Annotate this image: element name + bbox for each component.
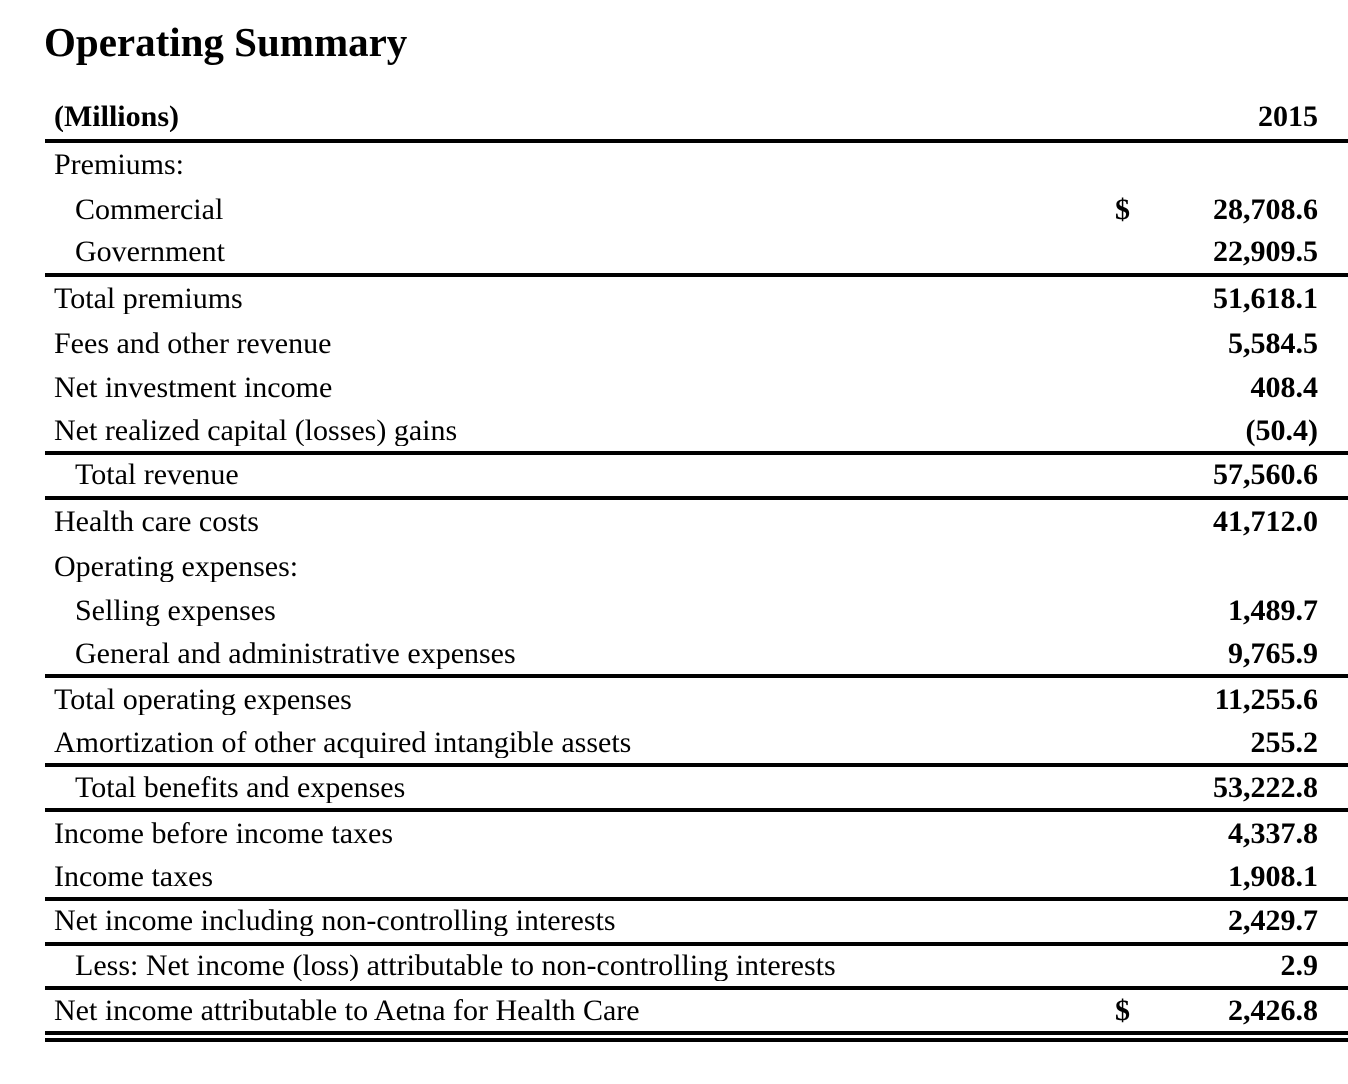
row-value: 51,618.1 bbox=[1213, 282, 1318, 316]
table-row: Operating expenses: bbox=[45, 544, 1348, 589]
row-label: Total operating expenses bbox=[54, 685, 352, 716]
row-label: Health care costs bbox=[54, 507, 259, 538]
table-row: Net realized capital (losses) gains (50.… bbox=[45, 411, 1348, 456]
table-row: Amortization of other acquired intangibl… bbox=[45, 723, 1348, 768]
row-value: 11,255.6 bbox=[1214, 683, 1318, 717]
row-label: Income taxes bbox=[54, 861, 214, 892]
table-header-row: (Millions) 2015 bbox=[45, 93, 1348, 143]
row-label: Total premiums bbox=[54, 284, 243, 315]
table-row: Income before income taxes 4,337.8 bbox=[45, 812, 1348, 857]
row-label: Selling expenses bbox=[75, 596, 276, 627]
row-label: Income before income taxes bbox=[54, 819, 394, 850]
row-value: 4,337.8 bbox=[1228, 817, 1318, 851]
row-label: Less: Net income (loss) attributable to … bbox=[75, 950, 836, 981]
table-row: Selling expenses 1,489.7 bbox=[45, 589, 1348, 634]
table-row: Premiums: bbox=[45, 143, 1348, 188]
units-label: (Millions) bbox=[54, 102, 179, 132]
row-value: (50.4) bbox=[1245, 413, 1318, 447]
row-label: Operating expenses: bbox=[54, 551, 299, 582]
operating-summary-table: (Millions) 2015 Premiums: Commercial $ 2… bbox=[45, 93, 1348, 1042]
row-label: Fees and other revenue bbox=[54, 328, 332, 359]
row-label: Net realized capital (losses) gains bbox=[54, 415, 458, 446]
dollar-sign: $ bbox=[1115, 192, 1130, 226]
row-label: Net income including non-controlling int… bbox=[54, 906, 616, 937]
table-row: Total benefits and expenses 53,222.8 bbox=[45, 767, 1348, 812]
row-value: 408.4 bbox=[1250, 371, 1319, 405]
row-value: 2,429.7 bbox=[1228, 904, 1318, 938]
table-row: Total revenue 57,560.6 bbox=[45, 455, 1348, 500]
table-row: Income taxes 1,908.1 bbox=[45, 857, 1348, 902]
page-title: Operating Summary bbox=[44, 19, 408, 65]
table-row: Net investment income 408.4 bbox=[45, 366, 1348, 411]
table-row: Net income attributable to Aetna for Hea… bbox=[45, 990, 1348, 1035]
row-value: 5,584.5 bbox=[1228, 326, 1318, 360]
row-label: Total revenue bbox=[75, 460, 239, 491]
row-value: 2.9 bbox=[1280, 948, 1319, 982]
table-row: Total operating expenses 11,255.6 bbox=[45, 678, 1348, 723]
row-label: Government bbox=[75, 237, 225, 268]
table-row: Net income including non-controlling int… bbox=[45, 901, 1348, 946]
table-row: General and administrative expenses 9,76… bbox=[45, 634, 1348, 679]
double-rule bbox=[45, 1035, 1348, 1042]
row-label: Amortization of other acquired intangibl… bbox=[54, 728, 632, 759]
row-value: 2,426.8 bbox=[1228, 993, 1318, 1027]
table-row: Less: Net income (loss) attributable to … bbox=[45, 946, 1348, 991]
row-value: 9,765.9 bbox=[1228, 636, 1318, 670]
table-row: Government 22,909.5 bbox=[45, 232, 1348, 277]
table-body: Premiums: Commercial $ 28,708.6 Governme… bbox=[45, 143, 1348, 1042]
year-column-header: 2015 bbox=[1258, 100, 1318, 133]
row-value: 57,560.6 bbox=[1213, 458, 1318, 492]
row-value: 255.2 bbox=[1250, 726, 1319, 760]
table-row: Health care costs 41,712.0 bbox=[45, 500, 1348, 545]
table-row: Commercial $ 28,708.6 bbox=[45, 188, 1348, 233]
table-row: Fees and other revenue 5,584.5 bbox=[45, 321, 1348, 366]
row-value: 1,908.1 bbox=[1228, 859, 1318, 893]
row-value: 53,222.8 bbox=[1213, 770, 1318, 804]
row-label: Commercial bbox=[75, 194, 224, 225]
row-label: General and administrative expenses bbox=[75, 638, 516, 669]
row-value: 41,712.0 bbox=[1213, 505, 1318, 539]
table-row: Total premiums 51,618.1 bbox=[45, 277, 1348, 322]
row-value: 1,489.7 bbox=[1228, 594, 1318, 628]
row-label: Total benefits and expenses bbox=[75, 772, 406, 803]
row-value: 22,909.5 bbox=[1213, 235, 1318, 269]
row-label: Net income attributable to Aetna for Hea… bbox=[54, 995, 640, 1026]
dollar-sign: $ bbox=[1115, 993, 1130, 1027]
row-label: Premiums: bbox=[54, 150, 185, 181]
row-value: 28,708.6 bbox=[1213, 192, 1318, 226]
row-label: Net investment income bbox=[54, 373, 333, 404]
